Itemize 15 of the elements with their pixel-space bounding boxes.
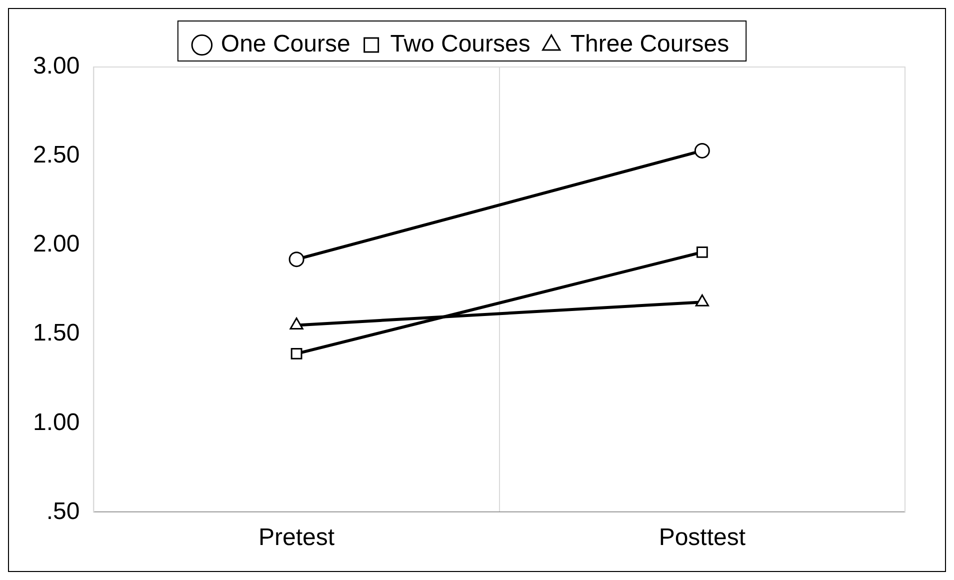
y-tick-label: 2.50 (32, 142, 80, 169)
point (290, 348, 302, 360)
x-tick-label: Posttest (658, 524, 746, 552)
y-tick-label: 3.00 (32, 52, 80, 80)
point (288, 252, 304, 268)
legend-label: Two Courses (390, 30, 530, 58)
point (694, 142, 710, 158)
y-tick-label: .50 (46, 498, 80, 525)
legend-label: One Course (220, 30, 350, 58)
y-tick-label: 1.00 (32, 408, 80, 436)
y-tick-label: 1.50 (32, 320, 80, 347)
y-tick-label: 2.00 (32, 230, 80, 258)
point (696, 246, 708, 258)
legend-label: Three Courses (570, 30, 730, 58)
x-tick-label: Pretest (258, 524, 335, 552)
